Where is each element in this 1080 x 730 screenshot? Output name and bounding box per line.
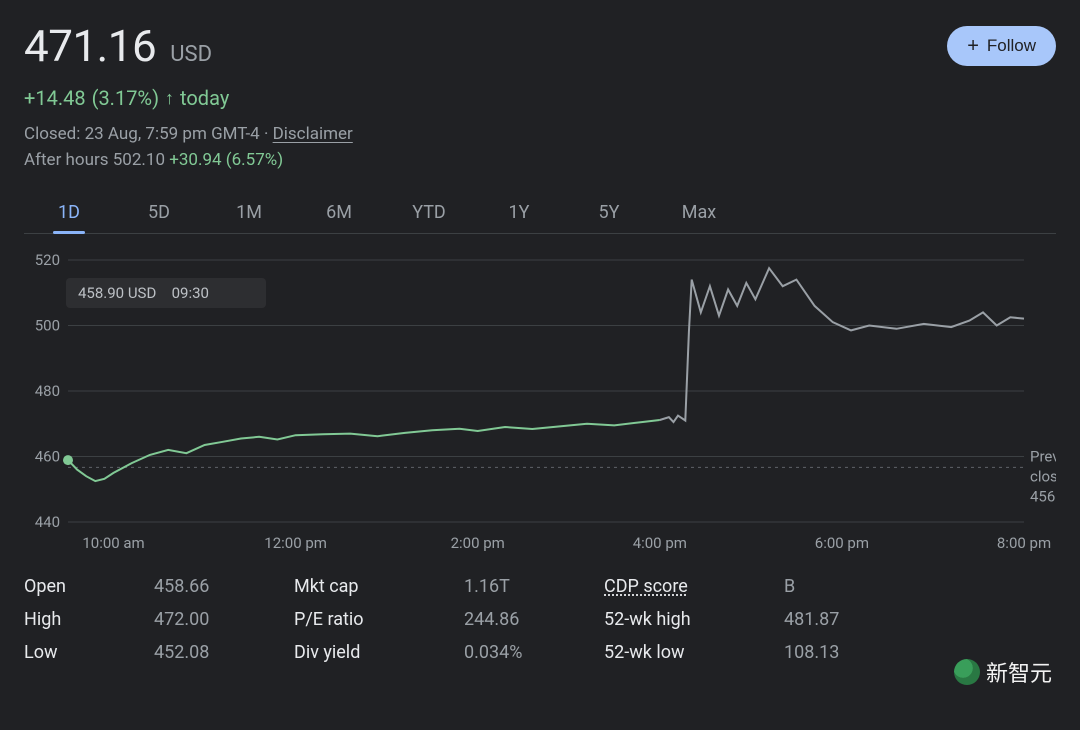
svg-text:close: close <box>1030 467 1056 485</box>
svg-text:Previous: Previous <box>1030 447 1056 465</box>
change-delta: +14.48 <box>24 86 86 110</box>
after-hours-change: +30.94 (6.57%) <box>169 150 283 170</box>
stock-price: 471.16 <box>24 20 156 72</box>
change-pct: (3.17%) <box>92 86 159 110</box>
tab-5y[interactable]: 5Y <box>564 192 654 233</box>
stat-c1-label: Open <box>24 576 134 597</box>
svg-text:480: 480 <box>35 382 60 400</box>
key-stats: Open 458.66 Mkt cap 1.16T CDP score B High 472.… <box>24 576 1056 663</box>
tab-1y[interactable]: 1Y <box>474 192 564 233</box>
plus-icon: + <box>967 36 979 56</box>
follow-button[interactable]: + Follow <box>947 26 1056 66</box>
price-chart[interactable]: 440 460 480 500 520 10:00 am 12:00 pm 2:00 pm 4:… <box>24 252 1056 562</box>
tab-6m[interactable]: 6M <box>294 192 384 233</box>
follow-label: Follow <box>987 36 1036 56</box>
svg-text:8:00 pm: 8:00 pm <box>997 534 1051 552</box>
stat-c1-value: 458.66 <box>154 576 274 597</box>
stat-c2-value: 1.16T <box>464 576 584 597</box>
stat-c3-label: 52-wk high <box>604 609 764 630</box>
svg-text:12:00 pm: 12:00 pm <box>264 534 327 552</box>
svg-text:4:00 pm: 4:00 pm <box>633 534 687 552</box>
after-hours-line: After hours 502.10 +30.94 (6.57%) <box>24 150 353 170</box>
stat-c1-label: Low <box>24 642 134 663</box>
svg-text:440: 440 <box>35 513 60 531</box>
stat-c2-label: Mkt cap <box>294 576 444 597</box>
stat-c2-value: 244.86 <box>464 609 584 630</box>
stat-c2-label: Div yield <box>294 642 444 663</box>
up-arrow-icon: ↑ <box>165 88 174 109</box>
stat-c2-label: P/E ratio <box>294 609 444 630</box>
price-change: +14.48 (3.17%) ↑ today <box>24 86 353 110</box>
tab-ytd[interactable]: YTD <box>384 192 474 233</box>
stat-c3-label[interactable]: CDP score <box>604 576 764 597</box>
tab-5d[interactable]: 5D <box>114 192 204 233</box>
stat-c3-value: B <box>784 576 894 597</box>
svg-text:500: 500 <box>35 317 60 335</box>
change-suffix: today <box>180 86 229 110</box>
svg-text:460: 460 <box>35 448 60 466</box>
range-tabs: 1D5D1M6MYTD1Y5YMax <box>24 192 1056 234</box>
stat-c3-value: 108.13 <box>784 642 894 663</box>
stat-c1-value: 452.08 <box>154 642 274 663</box>
tab-max[interactable]: Max <box>654 192 744 233</box>
disclaimer-link[interactable]: Disclaimer <box>273 124 353 144</box>
svg-text:520: 520 <box>35 252 60 269</box>
svg-text:10:00 am: 10:00 am <box>82 534 144 552</box>
svg-text:2:00 pm: 2:00 pm <box>451 534 505 552</box>
svg-text:456.68: 456.68 <box>1030 487 1056 505</box>
stat-c3-label: 52-wk low <box>604 642 764 663</box>
tab-1d[interactable]: 1D <box>24 192 114 233</box>
currency-label: USD <box>170 42 212 67</box>
market-status-line: Closed: 23 Aug, 7:59 pm GMT-4 · Disclaim… <box>24 124 353 144</box>
after-hours-price: 502.10 <box>113 150 165 170</box>
tab-1m[interactable]: 1M <box>204 192 294 233</box>
svg-text:458.90 USD 09:30: 458.90 USD 09:30 <box>78 284 209 302</box>
stat-c1-value: 472.00 <box>154 609 274 630</box>
svg-text:6:00 pm: 6:00 pm <box>815 534 869 552</box>
after-hours-prefix: After hours <box>24 150 109 170</box>
stat-c3-value: 481.87 <box>784 609 894 630</box>
stat-c2-value: 0.034% <box>464 642 584 663</box>
stat-c1-label: High <box>24 609 134 630</box>
closed-time: Closed: 23 Aug, 7:59 pm GMT-4 <box>24 124 260 144</box>
